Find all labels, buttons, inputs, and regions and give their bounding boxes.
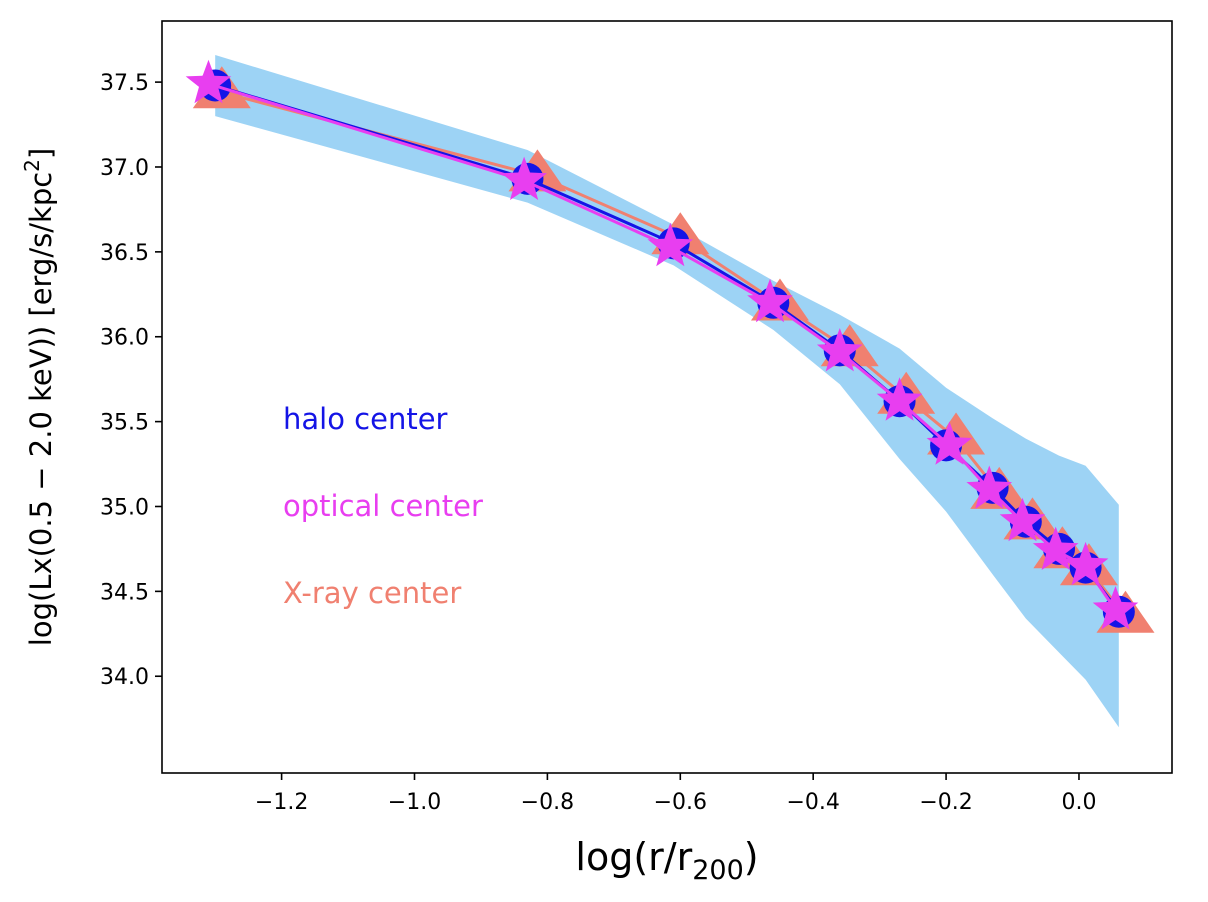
legend: halo center optical center X-ray center	[283, 402, 483, 610]
y-tick-label-7: 37.5	[100, 71, 149, 96]
y-tick-label-0: 34.0	[100, 665, 149, 690]
optical-point-7	[966, 465, 1013, 509]
optical-point-4	[816, 328, 863, 372]
y-tick-label-2: 35.0	[100, 495, 149, 520]
ticks: −1.2 −1.0 −0.8 −0.6 −0.4 −0.2 0.0 34.0 34.5 35.0 3…	[100, 71, 1096, 815]
axes-frame	[161, 20, 1173, 774]
optical-point-9	[1032, 526, 1079, 570]
y-tick-label-1: 34.5	[100, 580, 149, 605]
optical-point-2	[647, 222, 694, 267]
x-axis-label-close: )	[744, 835, 759, 879]
y-axis-label-main: log(Lx(0.5 − 2.0 keV)) [erg/s/kpc	[24, 172, 58, 646]
y-axis-label-close: ]	[24, 148, 58, 159]
optical-point-3	[747, 278, 793, 323]
x-tick-label-2: −0.8	[521, 790, 574, 815]
legend-label-optical: optical center	[283, 489, 483, 523]
legend-label-halo: halo center	[283, 402, 448, 436]
x-tick-label-5: −0.2	[919, 790, 972, 815]
optical-point-8	[999, 497, 1046, 542]
optical-point-5	[876, 377, 923, 421]
y-tick-label-3: 35.5	[100, 411, 149, 436]
plot-area	[185, 55, 1155, 728]
x-tick-label-4: −0.4	[786, 790, 839, 815]
legend-label-xray: X-ray center	[283, 576, 461, 610]
y-tick-label-5: 36.5	[100, 241, 149, 266]
x-tick-label-1: −1.0	[388, 790, 441, 815]
optical-point-1	[501, 156, 547, 200]
x-axis-label-main: log(r/r	[575, 835, 692, 879]
scatter-band	[215, 55, 1119, 728]
optical-point-6	[926, 421, 973, 465]
y-axis-label-superscript: 2	[20, 159, 44, 172]
x-axis-label: log(r/r200)	[575, 835, 758, 886]
y-tick-label-6: 37.0	[100, 156, 149, 181]
x-axis-label-subscript: 200	[692, 855, 744, 886]
optical-point-10	[1062, 541, 1109, 586]
y-tick-label-4: 36.0	[100, 326, 149, 351]
optical-point-0	[185, 59, 232, 104]
x-tick-label-3: −0.6	[654, 790, 707, 815]
y-axis-label: log(Lx(0.5 − 2.0 keV)) [erg/s/kpc2]	[20, 148, 58, 646]
x-tick-label-0: −1.2	[255, 790, 308, 815]
optical-point-11	[1092, 586, 1139, 630]
x-tick-label-6: 0.0	[1061, 790, 1096, 815]
